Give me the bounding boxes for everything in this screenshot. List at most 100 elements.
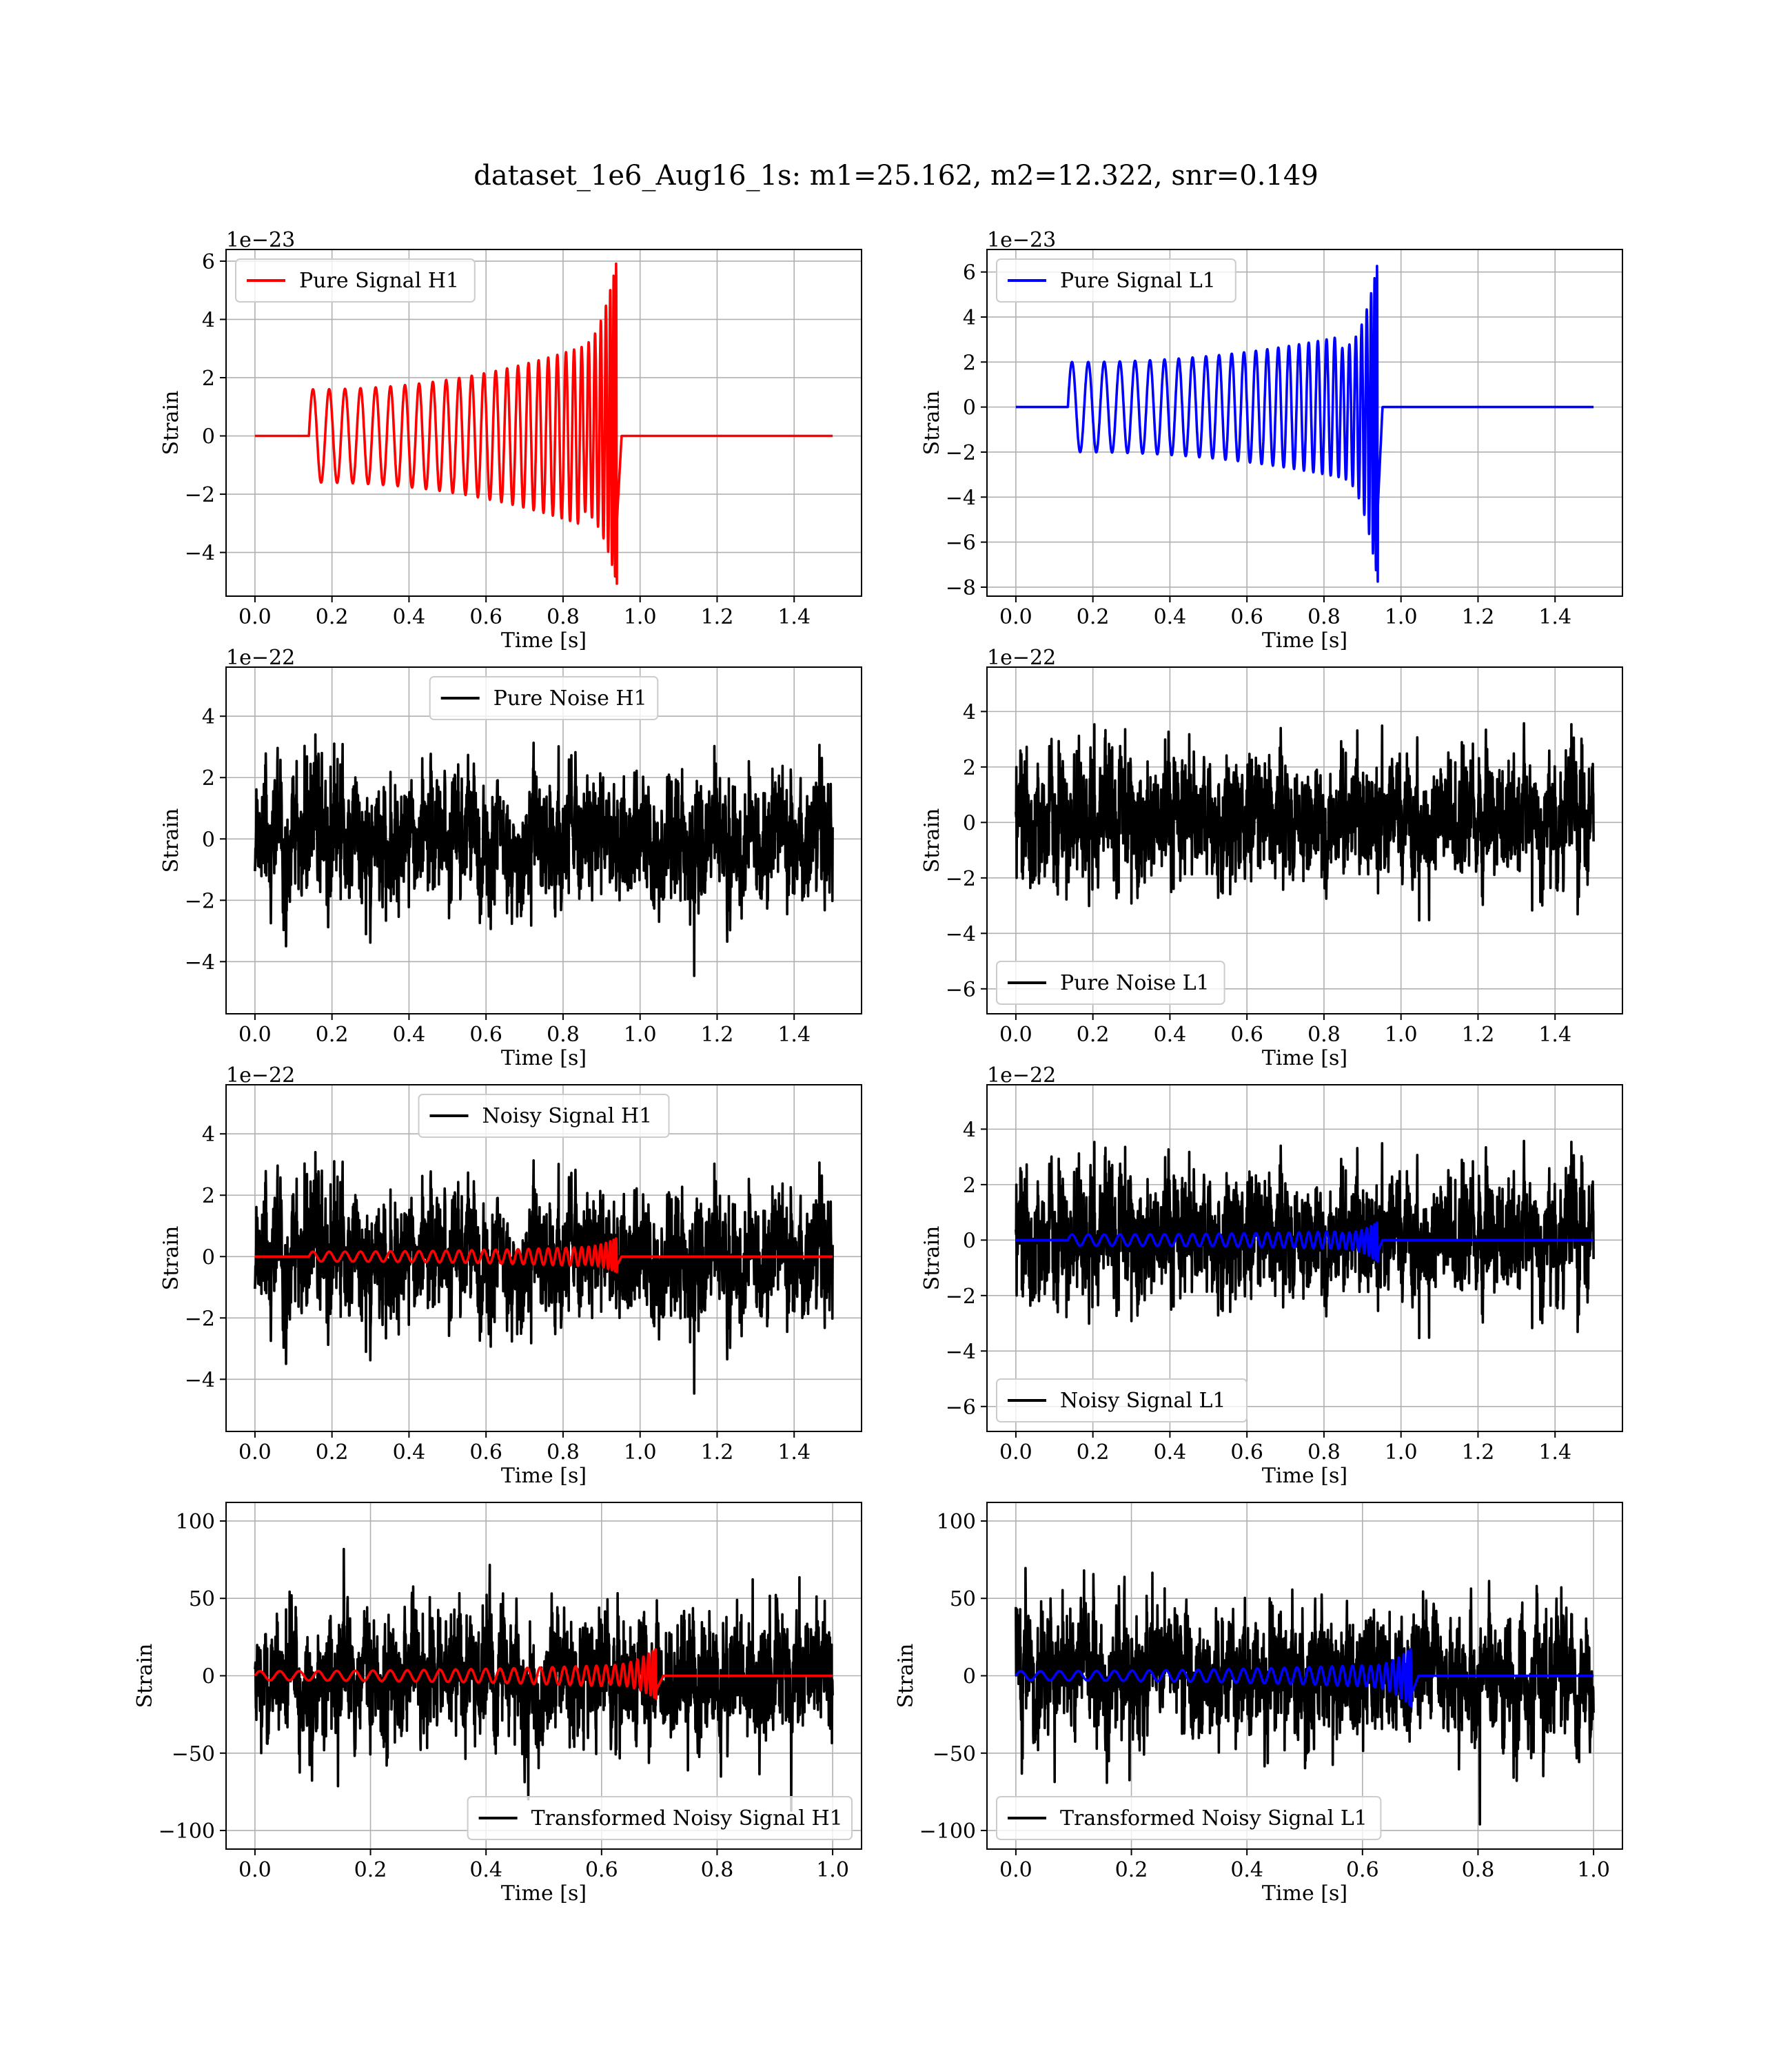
legend-label: Noisy Signal L1	[1060, 1389, 1225, 1413]
y-tick-label: 4	[202, 308, 215, 332]
y-axis-label: Strain	[159, 1226, 183, 1291]
legend-box	[418, 1094, 670, 1138]
y-tick-label: 0	[963, 396, 976, 420]
x-tick-label: 0.6	[1230, 1023, 1263, 1047]
axis-offset-label: 1e−23	[987, 228, 1056, 252]
x-tick-label: 0.8	[1307, 1440, 1341, 1465]
y-axis-label: Strain	[920, 1226, 944, 1291]
x-tick-label: 1.2	[1462, 605, 1495, 629]
plot-area	[254, 1547, 834, 1812]
y-tick-label: −50	[172, 1742, 215, 1766]
legend: Transformed Noisy Signal L1	[996, 1796, 1382, 1840]
y-tick-label: 2	[963, 756, 976, 780]
x-tick-label: 0.0	[999, 605, 1032, 629]
y-axis-label: Strain	[920, 391, 944, 456]
x-tick-label: 1.4	[1538, 1023, 1571, 1047]
y-tick-label: −4	[946, 922, 976, 946]
legend-label: Transformed Noisy Signal H1	[531, 1806, 843, 1830]
x-tick-label: 0.4	[1154, 605, 1187, 629]
y-tick-label: 4	[963, 700, 976, 724]
y-tick-label: −2	[185, 889, 215, 913]
y-tick-label: 50	[950, 1587, 976, 1611]
plot-area	[1015, 1139, 1595, 1340]
axis-offset-label: 1e−22	[987, 1063, 1056, 1088]
y-tick-label: 2	[202, 1184, 215, 1208]
x-tick-label: 0.4	[393, 605, 426, 629]
x-tick-label: 0.8	[1307, 1023, 1341, 1047]
x-tick-label: 0.0	[999, 1440, 1032, 1465]
y-tick-label: −4	[185, 542, 215, 566]
axes-frame	[225, 666, 862, 1014]
y-tick-label: 2	[202, 367, 215, 391]
series-line-noisy-signal-h1	[254, 1151, 834, 1395]
series-line-pure-noise-h1	[254, 733, 834, 977]
plot-area	[1015, 1567, 1595, 1826]
y-tick-label: −2	[946, 441, 976, 465]
x-axis-label: Time [s]	[1262, 1046, 1347, 1070]
legend-label: Noisy Signal H1	[482, 1104, 653, 1128]
y-tick-label: 4	[202, 1123, 215, 1147]
x-tick-label: 0.2	[1077, 1023, 1110, 1047]
x-tick-label: 0.4	[1154, 1023, 1187, 1047]
x-tick-label: 0.4	[1154, 1440, 1187, 1465]
series-line-transformed-noisy-signal-l1	[1015, 1567, 1595, 1826]
x-axis-label: Time [s]	[1262, 1881, 1347, 1906]
y-tick-label: −100	[919, 1819, 976, 1844]
legend: Noisy Signal H1	[418, 1094, 670, 1138]
y-axis-label: Strain	[159, 808, 183, 873]
x-tick-label: 0.2	[354, 1858, 387, 1882]
x-tick-label: 1.2	[1462, 1440, 1495, 1465]
y-axis-label: Strain	[133, 1644, 157, 1708]
x-tick-label: 0.8	[547, 1023, 580, 1047]
x-tick-label: 0.2	[316, 605, 349, 629]
x-tick-label: 1.0	[624, 1440, 657, 1465]
x-tick-label: 1.0	[1385, 605, 1418, 629]
y-tick-label: 0	[202, 425, 215, 449]
legend: Transformed Noisy Signal H1	[467, 1796, 853, 1840]
y-axis-label: Strain	[920, 808, 944, 873]
legend-box	[467, 1796, 853, 1840]
x-tick-label: 1.0	[816, 1858, 849, 1882]
y-tick-label: −2	[946, 867, 976, 891]
x-axis-label: Time [s]	[1262, 629, 1347, 653]
y-tick-label: −4	[185, 950, 215, 975]
legend-box	[996, 258, 1236, 303]
series-line-transformed-signal-h1	[254, 1648, 834, 1700]
x-tick-label: 0.4	[393, 1023, 426, 1047]
x-tick-label: 0.0	[999, 1858, 1032, 1882]
y-tick-label: 6	[963, 261, 976, 285]
y-tick-label: −50	[933, 1742, 976, 1766]
y-tick-label: −2	[946, 1285, 976, 1309]
y-tick-label: −6	[946, 978, 976, 1002]
legend-label: Pure Noise L1	[1060, 971, 1210, 995]
y-tick-label: 4	[963, 1118, 976, 1142]
y-tick-label: −4	[946, 1340, 976, 1364]
legend-box	[996, 1796, 1382, 1840]
x-tick-label: 0.0	[238, 1023, 272, 1047]
axes-frame	[225, 249, 862, 597]
axis-offset-label: 1e−22	[226, 646, 295, 670]
x-tick-label: 0.6	[469, 1023, 502, 1047]
axes-frame	[986, 666, 1623, 1014]
x-tick-label: 1.4	[777, 1440, 811, 1465]
y-tick-label: 0	[963, 1229, 976, 1253]
x-tick-label: 0.6	[469, 605, 502, 629]
legend-label: Transformed Noisy Signal L1	[1060, 1806, 1367, 1830]
x-tick-label: 0.2	[316, 1023, 349, 1047]
x-tick-label: 0.2	[1077, 605, 1110, 629]
y-tick-label: −100	[159, 1819, 215, 1844]
y-tick-label: 4	[963, 306, 976, 330]
x-tick-label: 1.4	[1538, 1440, 1571, 1465]
subplot-pure-noise-h1: 0.0 0.2 0.4 0.6 0.8 1.0 1.2 1.4 −4 −2 0 2 4 Time [s] S…	[159, 646, 862, 1070]
y-tick-label: 6	[202, 250, 215, 274]
legend-label: Pure Signal L1	[1060, 269, 1216, 293]
y-tick-label: 4	[202, 705, 215, 729]
x-tick-label: 0.0	[238, 1440, 272, 1465]
y-tick-label: 0	[202, 828, 215, 852]
x-tick-label: 0.4	[393, 1440, 426, 1465]
x-tick-label: 0.8	[701, 1858, 734, 1882]
subplot-transformed-noisy-signal-h1: 0.0 0.2 0.4 0.6 0.8 1.0 −100 −50 0 50 100 Time [s] S…	[133, 1502, 862, 1906]
legend: Noisy Signal L1	[996, 1378, 1248, 1422]
x-tick-label: 0.6	[1230, 605, 1263, 629]
